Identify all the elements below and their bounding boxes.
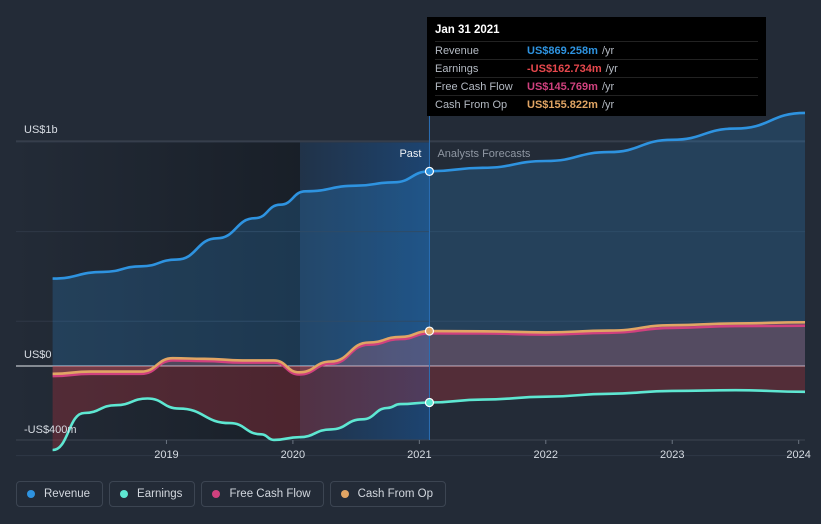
tooltip-value: -US$162.734m — [527, 62, 602, 75]
revenue-area — [52, 112, 806, 367]
legend-label: Cash From Op — [357, 488, 434, 500]
cash-from-op-marker — [424, 326, 435, 336]
x-tick-label: 2022 — [534, 449, 558, 461]
x-tick-label: 2023 — [660, 449, 684, 461]
x-tick-label: 2021 — [407, 449, 431, 461]
y-label-bottom: -US$400m — [24, 424, 77, 436]
free-cash-flow-line — [52, 324, 806, 378]
chart-legend: Revenue Earnings Free Cash Flow Cash Fro… — [16, 481, 447, 507]
legend-label: Earnings — [137, 488, 183, 500]
past-year-highlight — [300, 142, 430, 440]
tooltip-unit: /yr — [601, 98, 615, 111]
past-shade — [16, 142, 300, 440]
tooltip-label: Cash From Op — [435, 98, 508, 111]
tooltip-value: US$155.822m — [527, 98, 598, 111]
tooltip-row-revenue: Revenue US$869.258m /yr — [435, 41, 758, 59]
tooltip-date: Jan 31 2021 — [435, 24, 500, 36]
legend-item-earnings[interactable]: Earnings — [109, 481, 196, 507]
revenue-marker — [424, 166, 435, 176]
tooltip-row-cash-from-op: Cash From Op US$155.822m /yr — [435, 95, 758, 113]
y-label-zero: US$0 — [24, 349, 52, 361]
tooltip-unit: /yr — [601, 80, 615, 93]
earnings-line — [52, 388, 806, 452]
legend-label: Revenue — [44, 488, 91, 500]
legend-item-cash-from-op[interactable]: Cash From Op — [329, 481, 447, 507]
x-tick-label: 2019 — [154, 449, 178, 461]
tooltip-label: Free Cash Flow — [435, 80, 513, 93]
x-tick-label: 2024 — [786, 449, 810, 461]
legend-label: Free Cash Flow — [229, 488, 311, 500]
tooltip-unit: /yr — [605, 62, 618, 75]
y-label-top: US$1b — [24, 124, 58, 136]
tooltip-value: US$869.258m — [527, 44, 598, 57]
tooltip-unit: /yr — [601, 44, 615, 57]
forecast-label: Analysts Forecasts — [437, 148, 530, 160]
legend-dot-icon — [212, 490, 221, 498]
tooltip-value: US$145.769m — [527, 80, 598, 93]
cash-from-op-line — [52, 321, 806, 376]
x-tick-label: 2020 — [281, 449, 305, 461]
tooltip-row-earnings: Earnings -US$162.734m /yr — [435, 59, 758, 77]
legend-item-revenue[interactable]: Revenue — [16, 481, 104, 507]
earnings-area — [52, 366, 806, 450]
revenue-line — [52, 111, 806, 280]
hover-tooltip: Jan 31 2021 Revenue US$869.258m /yr Earn… — [427, 17, 766, 116]
legend-dot-icon — [340, 490, 349, 498]
legend-dot-icon — [27, 490, 35, 498]
tooltip-label: Earnings — [435, 62, 479, 75]
tooltip-label: Revenue — [435, 44, 480, 57]
past-label: Past — [399, 148, 421, 160]
legend-dot-icon — [120, 490, 129, 498]
earnings-marker — [424, 397, 435, 408]
tooltip-row-free-cash-flow: Free Cash Flow US$145.769m /yr — [435, 77, 758, 95]
legend-item-free-cash-flow[interactable]: Free Cash Flow — [201, 481, 324, 507]
